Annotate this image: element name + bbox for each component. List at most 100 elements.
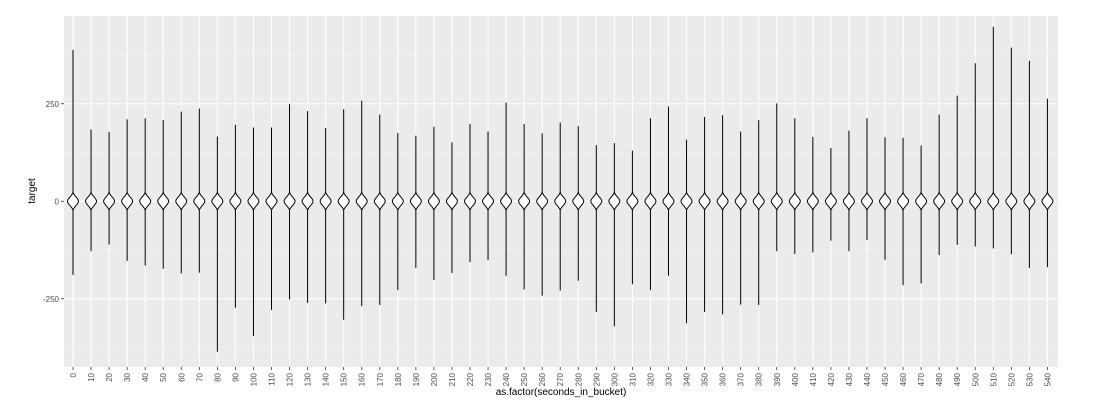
x-tick-label: 20 [105, 372, 114, 381]
x-tick-label: 440 [863, 372, 872, 386]
violin-140 [319, 127, 332, 304]
x-tick-label: 310 [628, 372, 637, 386]
x-tick-label: 520 [1007, 372, 1016, 386]
violin-100 [247, 127, 260, 337]
x-tick-label: 470 [917, 372, 926, 386]
x-tick-label: 130 [304, 372, 313, 386]
x-tick-label: 400 [791, 372, 800, 386]
violin-330 [662, 106, 675, 276]
violin-540 [1041, 98, 1054, 268]
x-tick-label: 10 [87, 372, 96, 381]
x-tick-label: 120 [286, 372, 295, 386]
x-tick-label: 460 [899, 372, 908, 386]
violin-420 [824, 147, 837, 241]
x-tick-label: 300 [610, 372, 619, 386]
violin-70 [193, 108, 206, 273]
violin-10 [85, 129, 98, 252]
x-tick-label: 240 [502, 372, 511, 386]
violin-370 [734, 131, 747, 305]
x-tick-label: 270 [556, 372, 565, 386]
violin-200 [427, 126, 440, 281]
violin-40 [139, 118, 152, 266]
plot-panel [64, 16, 1058, 367]
minor-gridlines [64, 54, 1058, 348]
violin-280 [572, 125, 585, 281]
x-tick-label: 450 [881, 372, 890, 386]
x-tick-label: 50 [159, 372, 168, 381]
x-tick-label: 350 [701, 372, 710, 386]
x-tick-label: 150 [340, 372, 349, 386]
violin-360 [716, 114, 729, 315]
x-tick-label: 420 [827, 372, 836, 386]
violin-110 [265, 127, 278, 311]
x-tick-label: 160 [358, 372, 367, 386]
x-tick-label: 170 [376, 372, 385, 386]
y-axis-title: target [27, 178, 38, 204]
x-tick-label: 330 [664, 372, 673, 386]
violin-130 [301, 111, 314, 304]
x-tick-label: 30 [123, 372, 132, 381]
x-tick-label: 290 [592, 372, 601, 386]
x-tick-label: 90 [231, 372, 240, 381]
x-tick-label: 230 [484, 372, 493, 386]
violin-160 [355, 100, 368, 307]
violin-230 [482, 131, 495, 261]
x-tick-label: 480 [935, 372, 944, 386]
y-tick-label: 250 [46, 100, 60, 109]
x-tick-label: 490 [953, 372, 962, 386]
violin-120 [283, 104, 296, 300]
violin-20 [103, 131, 116, 245]
x-tick-label: 250 [520, 372, 529, 386]
violin-530 [1023, 60, 1036, 269]
violin-30 [121, 119, 134, 262]
violin-480 [933, 114, 946, 256]
y-tick-label: 0 [55, 197, 60, 206]
x-tick-label: 370 [737, 372, 746, 386]
y-tick-label: -250 [43, 295, 60, 304]
violin-310 [626, 150, 639, 285]
x-tick-label: 360 [719, 372, 728, 386]
violin-520 [1005, 47, 1018, 255]
violin-180 [391, 132, 404, 291]
x-tick-label: 180 [394, 372, 403, 386]
violin-490 [951, 95, 964, 246]
violin-240 [500, 102, 513, 276]
x-tick-label: 210 [448, 372, 457, 386]
violin-80 [211, 136, 224, 352]
x-tick-label: 200 [430, 372, 439, 386]
x-tick-label: 430 [845, 372, 854, 386]
x-tick-label: 40 [141, 372, 150, 381]
x-tick-label: 80 [213, 372, 222, 381]
violin-150 [337, 109, 350, 320]
x-tick-label: 190 [412, 372, 421, 386]
violin-220 [463, 123, 476, 263]
x-tick-label: 110 [267, 372, 276, 385]
violin-90 [229, 124, 242, 308]
violin-170 [373, 114, 386, 306]
violin-50 [157, 120, 170, 269]
violin-290 [590, 144, 603, 313]
violin-410 [806, 136, 819, 253]
violin-440 [860, 118, 873, 240]
x-tick-label: 540 [1043, 372, 1052, 386]
violin-500 [969, 63, 982, 247]
x-tick-label: 140 [322, 372, 331, 386]
violin-460 [897, 137, 910, 286]
x-tick-label: 530 [1025, 372, 1034, 386]
x-tick-label: 510 [989, 372, 998, 386]
x-tick-label: 500 [971, 372, 980, 386]
x-tick-label: 320 [646, 372, 655, 386]
x-tick-label: 220 [466, 372, 475, 386]
x-tick-label: 340 [683, 372, 692, 386]
violin-270 [554, 122, 567, 291]
x-axis: 0 10 20 30 40 50 60 70 80 90 100 110 120 130 140 150 160… [69, 367, 1052, 386]
violin-250 [518, 123, 531, 290]
x-tick-label: 410 [809, 372, 818, 386]
x-tick-label: 100 [249, 372, 258, 386]
violin-190 [409, 135, 422, 269]
violin-340 [680, 139, 693, 324]
violin-350 [698, 116, 711, 313]
violin-320 [644, 118, 657, 291]
violin-0 [67, 49, 79, 276]
